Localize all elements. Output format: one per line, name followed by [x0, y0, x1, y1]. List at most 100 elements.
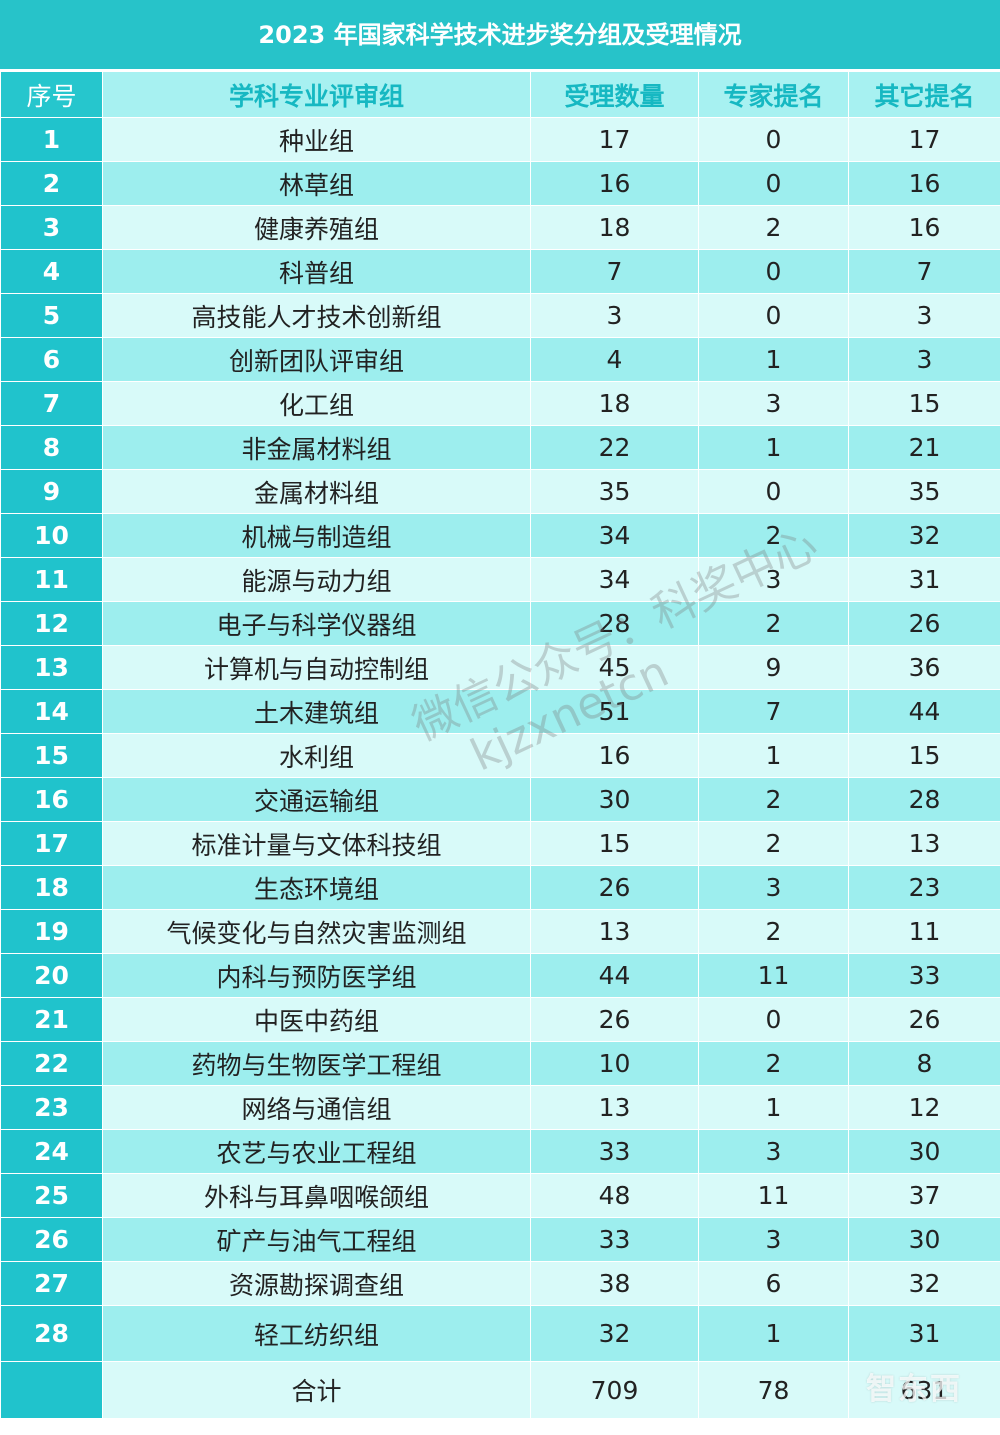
header-other: 其它提名 [848, 71, 1000, 118]
cell-other: 15 [848, 733, 1000, 778]
total-row: 合计 709 78 631 [0, 1361, 1000, 1419]
cell-other: 35 [848, 469, 1000, 514]
cell-other: 17 [848, 117, 1000, 162]
table-header: 序号 学科专业评审组 受理数量 专家提名 其它提名 [0, 71, 1000, 118]
cell-group: 资源勘探调查组 [102, 1261, 531, 1306]
cell-group: 科普组 [102, 249, 531, 294]
table-row: 6 创新团队评审组 4 1 3 [0, 337, 1000, 382]
table-row: 11 能源与动力组 34 3 31 [0, 557, 1000, 602]
cell-expert: 6 [698, 1261, 849, 1306]
cell-other: 16 [848, 161, 1000, 206]
cell-group: 林草组 [102, 161, 531, 206]
cell-accepted: 18 [530, 205, 699, 250]
cell-index: 20 [0, 953, 103, 998]
cell-accepted: 17 [530, 117, 699, 162]
cell-index: 23 [0, 1085, 103, 1130]
cell-expert: 1 [698, 425, 849, 470]
table-row: 2 林草组 16 0 16 [0, 161, 1000, 206]
cell-index: 15 [0, 733, 103, 778]
cell-group: 生态环境组 [102, 865, 531, 910]
cell-other: 3 [848, 293, 1000, 338]
cell-group: 外科与耳鼻咽喉颌组 [102, 1173, 531, 1218]
cell-accepted: 7 [530, 249, 699, 294]
cell-expert: 0 [698, 469, 849, 514]
cell-accepted: 35 [530, 469, 699, 514]
cell-expert: 2 [698, 1041, 849, 1086]
cell-accepted: 38 [530, 1261, 699, 1306]
cell-index: 9 [0, 469, 103, 514]
table-row: 20 内科与预防医学组 44 11 33 [0, 953, 1000, 998]
cell-group: 标准计量与文体科技组 [102, 821, 531, 866]
cell-index: 12 [0, 601, 103, 646]
cell-expert: 3 [698, 1217, 849, 1262]
cell-other: 16 [848, 205, 1000, 250]
cell-group: 能源与动力组 [102, 557, 531, 602]
total-cell-other: 631 [848, 1361, 1000, 1419]
cell-accepted: 51 [530, 689, 699, 734]
cell-expert: 0 [698, 161, 849, 206]
cell-expert: 0 [698, 117, 849, 162]
cell-group: 金属材料组 [102, 469, 531, 514]
cell-group: 非金属材料组 [102, 425, 531, 470]
cell-accepted: 4 [530, 337, 699, 382]
table-row: 9 金属材料组 35 0 35 [0, 469, 1000, 514]
table-row: 12 电子与科学仪器组 28 2 26 [0, 601, 1000, 646]
cell-index: 2 [0, 161, 103, 206]
cell-accepted: 34 [530, 513, 699, 558]
cell-group: 网络与通信组 [102, 1085, 531, 1130]
cell-other: 32 [848, 513, 1000, 558]
cell-expert: 11 [698, 953, 849, 998]
cell-group: 机械与制造组 [102, 513, 531, 558]
cell-expert: 2 [698, 777, 849, 822]
cell-accepted: 44 [530, 953, 699, 998]
cell-accepted: 33 [530, 1129, 699, 1174]
cell-other: 13 [848, 821, 1000, 866]
cell-other: 31 [848, 1305, 1000, 1362]
cell-accepted: 30 [530, 777, 699, 822]
cell-accepted: 18 [530, 381, 699, 426]
cell-other: 8 [848, 1041, 1000, 1086]
table-row: 19 气候变化与自然灾害监测组 13 2 11 [0, 909, 1000, 954]
cell-index: 16 [0, 777, 103, 822]
cell-expert: 3 [698, 381, 849, 426]
cell-accepted: 22 [530, 425, 699, 470]
cell-accepted: 28 [530, 601, 699, 646]
cell-accepted: 45 [530, 645, 699, 690]
cell-index: 5 [0, 293, 103, 338]
cell-group: 化工组 [102, 381, 531, 426]
cell-group: 高技能人才技术创新组 [102, 293, 531, 338]
cell-index: 22 [0, 1041, 103, 1086]
cell-index: 8 [0, 425, 103, 470]
cell-group: 健康养殖组 [102, 205, 531, 250]
cell-expert: 2 [698, 513, 849, 558]
cell-group: 中医中药组 [102, 997, 531, 1042]
cell-other: 30 [848, 1217, 1000, 1262]
cell-group: 交通运输组 [102, 777, 531, 822]
cell-other: 33 [848, 953, 1000, 998]
cell-other: 7 [848, 249, 1000, 294]
cell-index: 14 [0, 689, 103, 734]
cell-group: 创新团队评审组 [102, 337, 531, 382]
total-cell-accepted: 709 [530, 1361, 699, 1419]
cell-accepted: 13 [530, 1085, 699, 1130]
table-row: 8 非金属材料组 22 1 21 [0, 425, 1000, 470]
cell-expert: 3 [698, 1129, 849, 1174]
table-row: 7 化工组 18 3 15 [0, 381, 1000, 426]
cell-index: 26 [0, 1217, 103, 1262]
header-index: 序号 [0, 71, 103, 118]
table-row: 27 资源勘探调查组 38 6 32 [0, 1261, 1000, 1306]
cell-expert: 1 [698, 1085, 849, 1130]
cell-index: 21 [0, 997, 103, 1042]
cell-index: 3 [0, 205, 103, 250]
cell-group: 内科与预防医学组 [102, 953, 531, 998]
cell-expert: 0 [698, 249, 849, 294]
cell-other: 12 [848, 1085, 1000, 1130]
cell-group: 水利组 [102, 733, 531, 778]
award-table: 序号 学科专业评审组 受理数量 专家提名 其它提名 1 种业组 17 0 17 2 林草组 1… [0, 71, 1000, 1419]
cell-accepted: 33 [530, 1217, 699, 1262]
table-row: 26 矿产与油气工程组 33 3 30 [0, 1217, 1000, 1262]
cell-index: 13 [0, 645, 103, 690]
cell-index: 19 [0, 909, 103, 954]
total-cell-expert: 78 [698, 1361, 849, 1419]
